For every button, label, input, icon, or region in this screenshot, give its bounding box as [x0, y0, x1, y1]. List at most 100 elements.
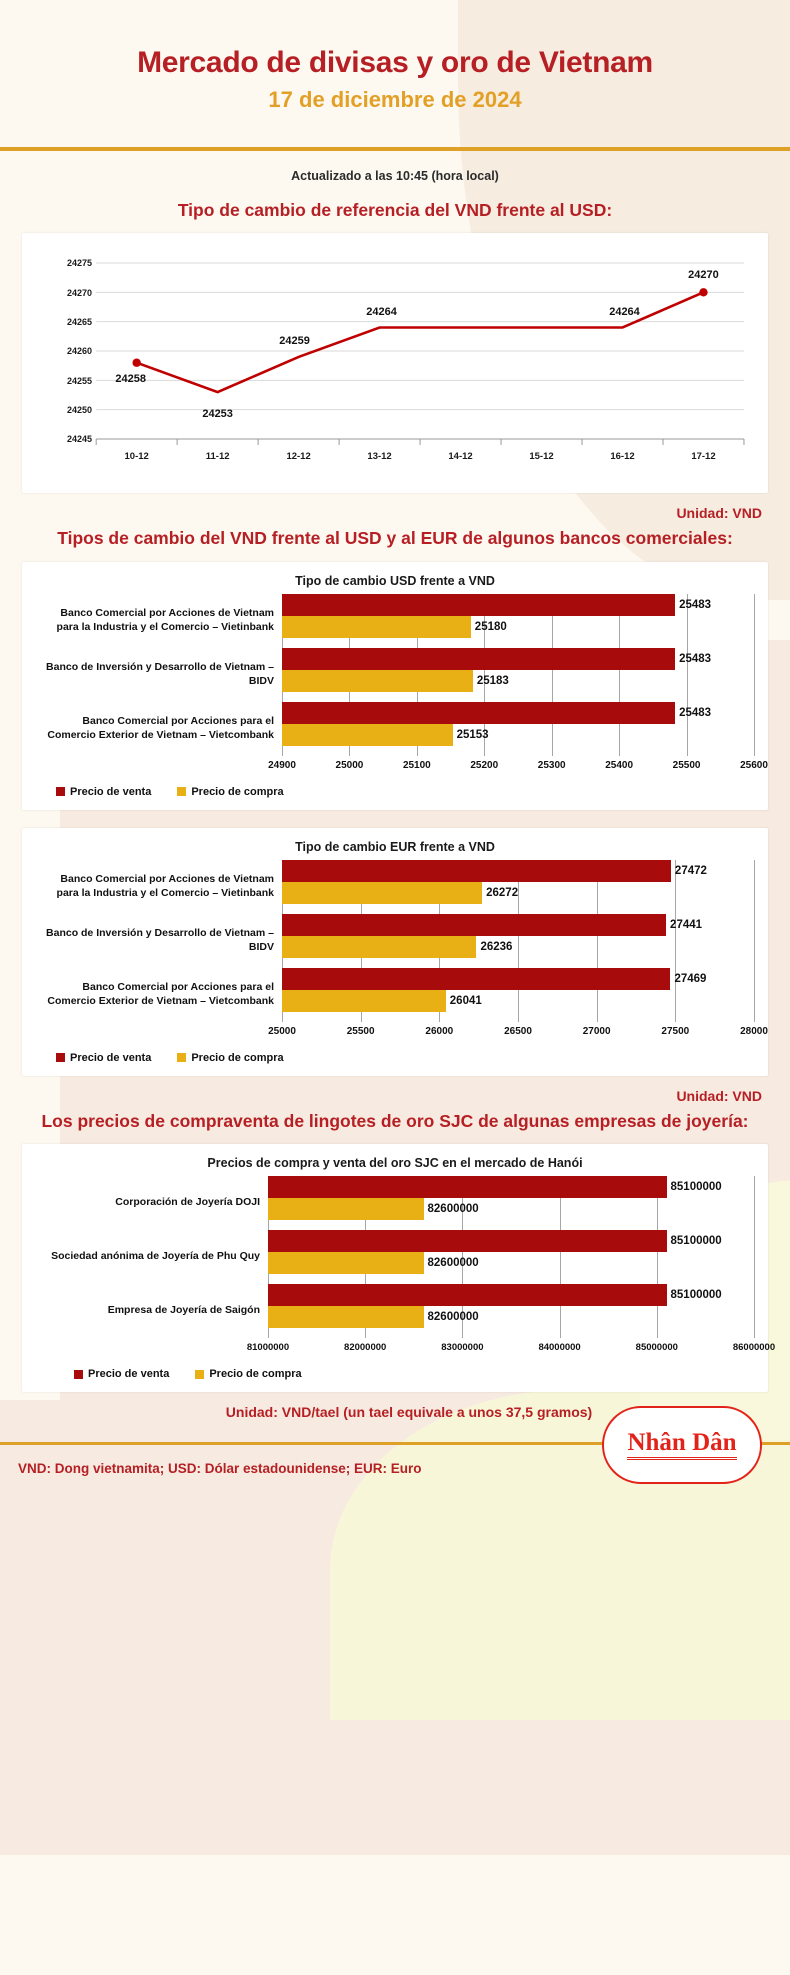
- bar-row: 25483: [282, 701, 754, 724]
- legend-item-buy: Precio de compra: [195, 1368, 302, 1381]
- legend-item-sell: Precio de venta: [74, 1368, 169, 1380]
- bar-value-label: 85100000: [670, 1289, 722, 1302]
- legend-label-sell: Precio de venta: [70, 1051, 152, 1064]
- chart-row: Sociedad anónima de Joyería de Phu Quy 85…: [36, 1230, 755, 1285]
- chart-row: Banco Comercial por Acciones para el Com…: [36, 967, 755, 1022]
- bar-row: 27472: [282, 859, 754, 882]
- gold-barchart: Corporación de Joyería DOJI 85100000 82600…: [22, 1174, 775, 1364]
- bar-row: 26041: [282, 989, 754, 1012]
- bar-group: 27469 26041: [282, 967, 755, 1022]
- x-tick-label: 26000: [425, 1025, 454, 1037]
- bar-row: 82600000: [268, 1306, 754, 1329]
- chart-row: Banco Comercial por Acciones de Vietnam …: [36, 859, 755, 914]
- usd-chart-card: Tipo de cambio USD frente a VND Banco Co…: [22, 561, 768, 810]
- unit-note-vnd-2: Unidad: VND: [676, 1087, 762, 1104]
- legend-label-buy: Precio de compra: [209, 1368, 302, 1381]
- linechart-y-tick: 24265: [66, 316, 92, 327]
- x-tick-label: 25500: [672, 759, 701, 771]
- bar-sell: [282, 967, 671, 990]
- bar-value-label: 26272: [486, 886, 519, 899]
- bar-sell: [282, 859, 671, 882]
- bar-row: 27469: [282, 967, 754, 990]
- reference-rate-linechart: 24245 24250 24255 24260 24265 24270 24275 10-12…: [34, 249, 756, 485]
- bar-buy: [268, 1306, 424, 1329]
- bar-row: 25183: [282, 669, 754, 692]
- x-tick-label: 25300: [537, 759, 566, 771]
- category-label: Banco Comercial por Acciones de Vietnam …: [56, 607, 274, 633]
- unit-note-gold: Unidad: VND/tael (un tael equivale a uno…: [225, 1404, 593, 1421]
- logo-text: Nhân Dân: [627, 1430, 737, 1461]
- bar-value-label: 82600000: [427, 1257, 479, 1270]
- category-label: Empresa de Joyería de Saigón: [107, 1304, 260, 1317]
- bar-group: 27441 26236: [282, 913, 755, 968]
- x-tick-label: 25600: [740, 759, 768, 771]
- bar-value-label: 25483: [679, 652, 712, 665]
- header-divider: [0, 146, 790, 151]
- x-tick-label: 28000: [740, 1025, 768, 1037]
- legend-swatch-buy-icon: [177, 787, 187, 797]
- bar-group: 27472 26272: [282, 859, 755, 914]
- bar-group: 85100000 82600000: [268, 1230, 755, 1285]
- linechart-svg: [95, 262, 745, 446]
- x-tick-label: 84000000: [538, 1342, 581, 1354]
- bar-row: 85100000: [268, 1230, 754, 1253]
- x-tick-label: 25100: [402, 759, 431, 771]
- category-label: Banco de Inversión y Desarrollo de Vietn…: [46, 661, 274, 687]
- bar-row: 82600000: [268, 1198, 754, 1221]
- legend-label-sell: Precio de venta: [70, 785, 152, 798]
- x-axis: 24900 25000 25100 25200 25300 25400 25500 25600: [36, 758, 768, 776]
- eur-chart-card: Tipo de cambio EUR frente a VND Banco Co…: [22, 827, 768, 1076]
- linechart-x-tick: 17-12: [691, 451, 716, 463]
- bar-row: 26236: [282, 935, 754, 958]
- usd-legend: Precio de venta Precio de compra: [22, 782, 768, 810]
- bar-buy: [282, 723, 453, 746]
- reference-rate-card: 24245 24250 24255 24260 24265 24270 24275 10-12…: [22, 233, 768, 494]
- bar-row: 25153: [282, 723, 754, 746]
- linechart-y-tick: 24275: [66, 258, 92, 269]
- section-title-reference: Tipo de cambio de referencia del VND fre…: [177, 199, 613, 220]
- bar-value-label: 26041: [449, 994, 482, 1007]
- unit-note-vnd-1: Unidad: VND: [676, 505, 762, 522]
- gold-legend: Precio de venta Precio de compra: [22, 1364, 768, 1392]
- bar-value-label: 85100000: [670, 1235, 722, 1248]
- bar-row: 25483: [282, 647, 754, 670]
- bar-group: 25483 25180: [282, 593, 755, 648]
- linechart-x-tick: 10-12: [124, 451, 149, 463]
- category-label: Banco Comercial por Acciones para el Com…: [47, 715, 274, 741]
- x-tick-label: 25400: [605, 759, 634, 771]
- bar-sell: [268, 1230, 667, 1253]
- linechart-x-tick: 15-12: [529, 451, 554, 463]
- linechart-y-tick: 24255: [66, 375, 92, 386]
- bar-row: 82600000: [268, 1252, 754, 1275]
- linechart-x-tick: 11-12: [205, 451, 230, 463]
- bar-buy: [268, 1252, 424, 1275]
- linechart-data-label: 24258: [115, 373, 146, 385]
- footer-divider: [0, 1442, 790, 1446]
- bar-buy: [268, 1198, 424, 1221]
- bar-sell: [268, 1176, 667, 1199]
- eur-chart-title: Tipo de cambio EUR frente a VND: [295, 839, 495, 854]
- legend-swatch-sell-icon: [74, 1369, 83, 1379]
- legend-item-buy: Precio de compra: [177, 1052, 284, 1064]
- legend-label-buy: Precio de compra: [191, 785, 284, 798]
- legend-swatch-sell-icon: [56, 787, 65, 797]
- bar-buy: [282, 989, 446, 1012]
- bar-value-label: 25153: [456, 728, 489, 741]
- bar-row: 85100000: [268, 1176, 754, 1199]
- bar-value-label: 27469: [674, 972, 707, 985]
- category-label: Sociedad anónima de Joyería de Phu Quy: [51, 1250, 260, 1263]
- bar-row: 26272: [282, 881, 754, 904]
- bar-buy: [282, 881, 483, 904]
- chart-row: Banco de Inversión y Desarrollo de Vietn…: [36, 647, 755, 702]
- eur-legend: Precio de venta Precio de compra: [22, 1048, 768, 1076]
- x-tick-label: 26500: [504, 1025, 532, 1037]
- bar-buy: [282, 935, 477, 958]
- chart-row: Corporación de Joyería DOJI 85100000 82600…: [36, 1176, 755, 1231]
- linechart-points: [132, 288, 708, 368]
- gold-chart-title: Precios de compra y venta del oro SJC en…: [207, 1156, 583, 1171]
- x-tick-label: 25200: [470, 759, 499, 771]
- bar-row: 25483: [282, 593, 754, 616]
- x-tick-label: 25500: [346, 1025, 375, 1037]
- category-label: Banco Comercial por Acciones de Vietnam …: [56, 873, 274, 899]
- x-tick-label: 85000000: [635, 1342, 678, 1354]
